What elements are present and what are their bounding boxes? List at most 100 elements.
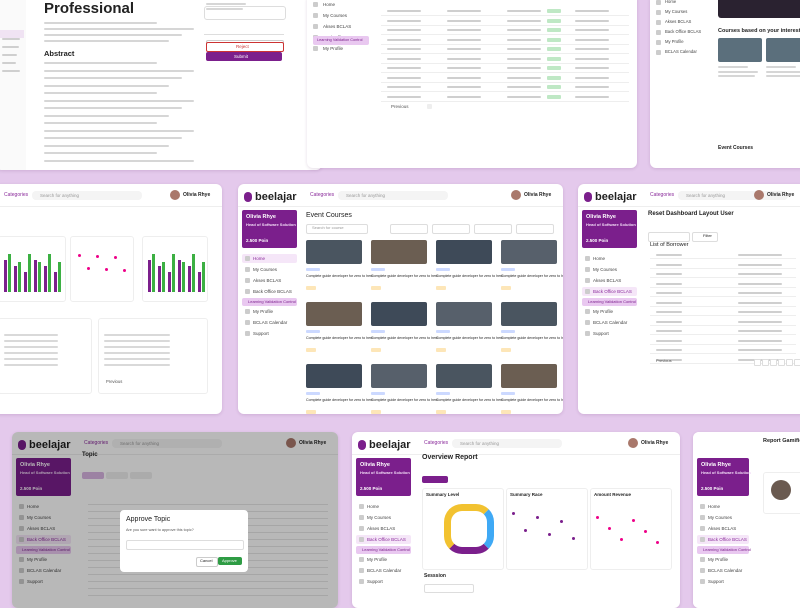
text-line xyxy=(44,22,157,24)
approve-button xyxy=(218,557,242,565)
tab xyxy=(82,472,104,479)
menu-icon xyxy=(656,40,661,45)
panel: Olivia Rhye Head of Software Solution 2.50… xyxy=(693,432,800,608)
menu-icon xyxy=(19,515,24,520)
text-line xyxy=(4,346,58,348)
course-title: Complete guide developer for zero to her… xyxy=(436,398,504,402)
search-box xyxy=(452,439,562,448)
row-line xyxy=(381,53,629,54)
menu-icon xyxy=(656,10,661,15)
menu-item: Back Office BCLAS xyxy=(27,537,66,542)
category-tag xyxy=(371,392,385,395)
menu-item: Support xyxy=(27,579,43,584)
cell-text xyxy=(738,330,782,332)
menu-item: Akses BCLAS xyxy=(27,526,56,531)
points-badge xyxy=(371,348,381,352)
row-line xyxy=(88,595,328,596)
cell-text xyxy=(447,76,481,79)
card-title: Summary Race xyxy=(510,492,543,497)
menu-icon xyxy=(245,320,250,325)
cell-text xyxy=(656,301,682,304)
search-placeholder: Search for anything xyxy=(346,193,386,198)
avatar xyxy=(286,438,296,448)
text-line xyxy=(4,364,58,366)
cell-text xyxy=(387,19,421,22)
menu-item: Home xyxy=(323,2,336,7)
text-line xyxy=(718,75,755,77)
text-line xyxy=(104,334,170,336)
reject-label: Reject xyxy=(236,44,249,49)
course-thumb xyxy=(766,38,800,62)
user-name: Olivia Rhye xyxy=(183,192,211,198)
line-point xyxy=(560,520,563,523)
cell-text xyxy=(575,57,609,60)
brand: beelajar xyxy=(29,439,71,451)
menu-item: Akses BCLAS xyxy=(367,526,396,531)
submenu-item: Learning Validation Control xyxy=(588,299,636,304)
points-badge xyxy=(371,286,381,290)
menu-icon xyxy=(585,309,590,314)
search-placeholder: Search for anything xyxy=(40,193,80,198)
menu-icon xyxy=(700,568,705,573)
row-line xyxy=(88,504,328,505)
cell-text xyxy=(387,10,421,12)
menu-icon xyxy=(359,568,364,573)
cell-text xyxy=(656,349,682,351)
menu-item: Support xyxy=(593,331,609,336)
page-number xyxy=(754,359,761,366)
row-line xyxy=(650,296,796,297)
filter-select xyxy=(474,224,512,234)
cell-text xyxy=(387,76,421,79)
row-line xyxy=(88,574,328,575)
categories: Categories xyxy=(424,440,449,446)
cell-text xyxy=(387,48,421,50)
avatar xyxy=(170,190,180,200)
search-input xyxy=(306,224,368,234)
row-line xyxy=(381,34,629,35)
menu-item: Home xyxy=(27,504,40,509)
course-image xyxy=(436,364,492,388)
cell-text xyxy=(575,10,609,12)
text-line xyxy=(104,352,170,354)
row-line xyxy=(650,334,796,335)
search-box xyxy=(338,191,448,200)
page-number xyxy=(770,359,777,366)
cell-text xyxy=(656,292,682,294)
line-point xyxy=(632,519,635,522)
page-title: Reset Dashboard Layout User xyxy=(648,211,734,217)
text-line xyxy=(44,28,194,30)
section-title: Sesssion xyxy=(424,573,446,579)
cell-text xyxy=(656,358,682,361)
cell-text xyxy=(738,349,782,351)
menu-item: Home xyxy=(593,256,606,261)
user-card xyxy=(697,458,749,496)
page-number xyxy=(472,104,477,109)
divider xyxy=(352,454,680,455)
row-line xyxy=(381,62,629,64)
text-line xyxy=(44,92,157,94)
cell-text xyxy=(387,29,421,31)
tab xyxy=(106,472,128,479)
category-tag xyxy=(501,392,515,395)
points-badge xyxy=(306,410,316,414)
cell-text xyxy=(656,282,682,285)
table-card xyxy=(0,318,92,394)
cell-text xyxy=(507,48,541,50)
page-number xyxy=(454,104,459,109)
text-line xyxy=(44,152,157,154)
course-image xyxy=(436,302,492,326)
menu-icon xyxy=(19,557,24,562)
logo-icon xyxy=(244,192,252,202)
line-point xyxy=(548,533,551,536)
line-point xyxy=(572,537,575,540)
tab xyxy=(130,472,152,479)
cell-text xyxy=(738,311,782,313)
text-line xyxy=(104,364,170,366)
menu-item: My Courses xyxy=(27,515,52,520)
filter-select xyxy=(516,224,554,234)
cell-text xyxy=(575,67,609,69)
divider xyxy=(0,206,222,207)
menu-icon xyxy=(585,256,590,261)
row-line xyxy=(650,267,796,269)
